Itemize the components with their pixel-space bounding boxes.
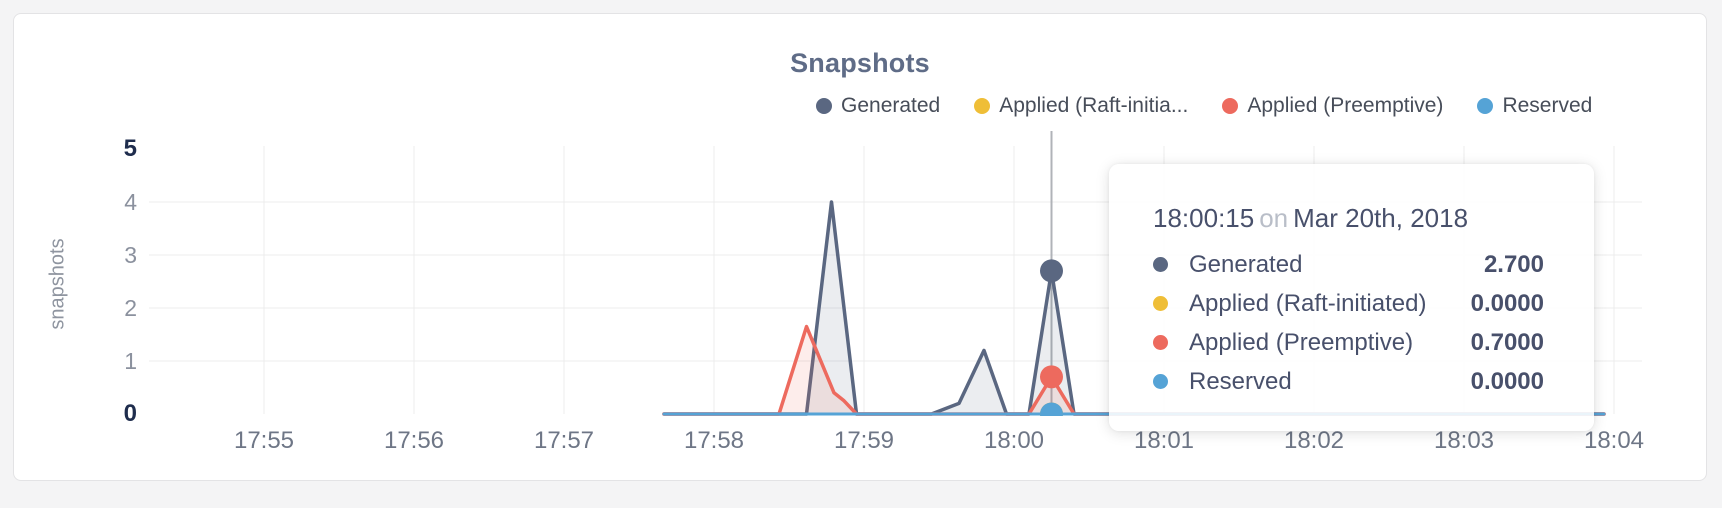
- x-tick-label: 18:01: [1133, 427, 1195, 454]
- x-tick-label: 18:02: [1283, 427, 1345, 454]
- hover-dot-applied-preemptive: [1040, 365, 1063, 389]
- x-tick-label: 17:55: [233, 427, 295, 454]
- series-line-generated: [662, 200, 1606, 416]
- hover-dot-generated: [1040, 259, 1063, 283]
- x-tick-label: 17:59: [833, 427, 895, 454]
- legend-item-generated[interactable]: Generated: [816, 94, 940, 118]
- legend-dot-icon: [1222, 98, 1239, 114]
- x-tick-label: 17:57: [533, 427, 595, 454]
- tooltip-series-dot-icon: [1153, 296, 1168, 311]
- tooltip-series-dot-icon: [1153, 257, 1168, 272]
- y-tick-label: 3: [124, 242, 137, 268]
- tooltip-row-applied-preemptive: Applied (Preemptive) 0.7000: [1153, 323, 1544, 362]
- tooltip-timestamp: 18:00:15 on Mar 20th, 2018: [1153, 200, 1544, 236]
- legend-dot-icon: [816, 98, 832, 114]
- tooltip-series-label: Reserved: [1189, 367, 1292, 395]
- tooltip-series-value: 0.0000: [1470, 289, 1544, 317]
- tooltip-rows: Generated 2.700 Applied (Raft-initiated) 0.…: [1153, 245, 1544, 401]
- hover-dot-reserved: [1040, 402, 1063, 416]
- tooltip-row-generated: Generated 2.700: [1153, 245, 1544, 284]
- y-tick-label: 1: [124, 348, 137, 374]
- y-tick-label: 5: [123, 135, 137, 162]
- y-tick-label: 0: [123, 400, 137, 427]
- series-line-applied-preemptive: [662, 324, 1606, 416]
- tooltip-row-reserved: Reserved 0.0000: [1153, 362, 1544, 401]
- chart-title: Snapshots: [790, 48, 930, 78]
- tooltip-series-label: Applied (Raft-initiated): [1189, 289, 1427, 317]
- legend-item-label: Applied (Preemptive): [1247, 94, 1444, 117]
- tooltip-series-label: Applied (Preemptive): [1189, 328, 1414, 356]
- legend-item-applied-preemptive[interactable]: Applied (Preemptive): [1222, 94, 1443, 118]
- x-tick-label: 18:04: [1583, 427, 1645, 454]
- legend-item-label: Generated: [841, 94, 941, 117]
- x-tick-label: 17:58: [683, 427, 745, 454]
- tooltip-series-dot-icon: [1153, 335, 1168, 350]
- tooltip-time: 18:00:15: [1153, 203, 1255, 233]
- x-tick-label: 17:56: [383, 427, 445, 454]
- x-tick-label: 18:00: [983, 427, 1045, 454]
- tooltip-date: Mar 20th, 2018: [1293, 203, 1469, 233]
- tooltip-series-label: Generated: [1189, 250, 1303, 278]
- tooltip-series-value: 0.7000: [1470, 328, 1544, 356]
- tooltip-row-applied-raft-initiated: Applied (Raft-initiated) 0.0000: [1153, 284, 1544, 323]
- tooltip-series-dot-icon: [1153, 374, 1168, 389]
- tooltip-conjunction: on: [1259, 203, 1289, 233]
- legend-item-applied-raft-initia[interactable]: Applied (Raft-initia...: [974, 94, 1188, 118]
- hover-tooltip: 18:00:15 on Mar 20th, 2018 Generated 2.700 A…: [1109, 164, 1594, 431]
- legend-dot-icon: [1477, 98, 1494, 114]
- legend: Generated Applied (Raft-initia... Applied …: [816, 94, 1592, 118]
- snapshots-chart-card: Snapshots Generated Applied (Raft-initia.…: [13, 13, 1707, 481]
- x-tick-label: 18:03: [1433, 427, 1495, 454]
- legend-item-reserved[interactable]: Reserved: [1477, 94, 1592, 118]
- y-tick-label: 2: [124, 295, 137, 321]
- tooltip-series-value: 0.0000: [1470, 367, 1544, 395]
- tooltip-series-value: 2.700: [1483, 250, 1544, 278]
- legend-dot-icon: [974, 98, 991, 114]
- legend-item-label: Applied (Raft-initia...: [999, 94, 1189, 117]
- y-tick-label: 4: [124, 189, 137, 215]
- legend-item-label: Reserved: [1502, 94, 1593, 117]
